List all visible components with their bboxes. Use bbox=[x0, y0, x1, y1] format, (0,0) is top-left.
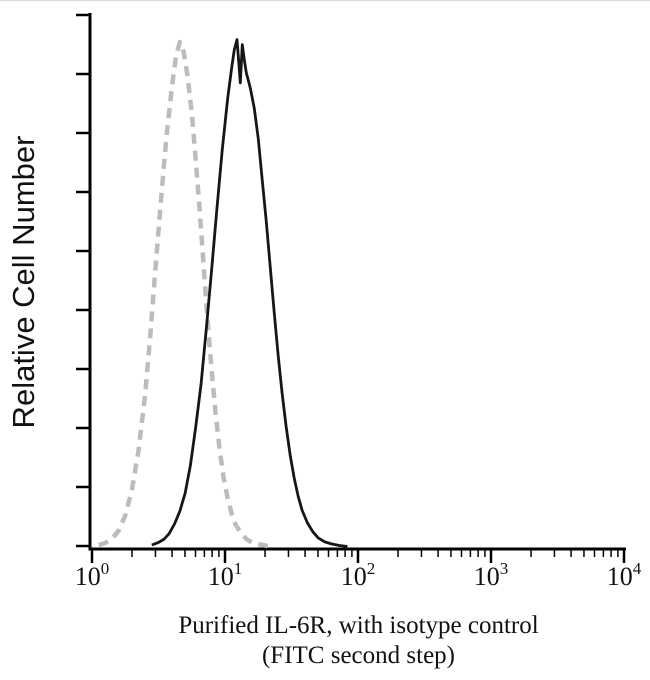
y-axis-label: Relative Cell Number bbox=[6, 136, 41, 429]
x-tick-label: 103 bbox=[474, 559, 509, 591]
x-tick-label: 104 bbox=[607, 559, 642, 591]
series-isotype-control bbox=[98, 39, 269, 549]
y-axis-ticks bbox=[76, 13, 90, 548]
x-tick-labels: 100 101 102 103 104 bbox=[75, 559, 642, 591]
x-tick-label: 102 bbox=[341, 559, 376, 591]
x-tick-label: 101 bbox=[208, 559, 243, 591]
chart-caption: Purified IL-6R, with isotype control (FI… bbox=[90, 611, 627, 670]
histogram-plot: 100 101 102 103 104 Relative Cell Number bbox=[6, 13, 642, 591]
x-axis-ticks bbox=[90, 549, 626, 563]
caption-line-2: (FITC second step) bbox=[261, 642, 456, 669]
series-purified-il-6r bbox=[151, 38, 348, 548]
caption-line-1: Purified IL-6R, with isotype control bbox=[178, 612, 539, 639]
x-tick-label: 100 bbox=[75, 559, 110, 591]
